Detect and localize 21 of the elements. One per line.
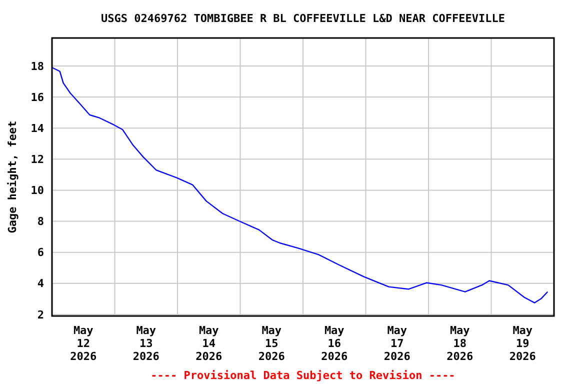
y-tick-label: 16 bbox=[30, 90, 44, 104]
x-tick-label: May 12 2026 bbox=[70, 324, 97, 363]
chart-title: USGS 02469762 TOMBIGBEE R BL COFFEEVILLE L&D NEAR COFFEEVILLE bbox=[101, 12, 505, 25]
y-tick-label: 6 bbox=[37, 246, 44, 260]
text: ---- Provisional Data Subject to Revision ---- bbox=[150, 369, 456, 382]
y-tick-label: 2 bbox=[37, 308, 44, 322]
y-tick-label: 18 bbox=[30, 60, 44, 73]
x-tick-label: May 16 2026 bbox=[321, 324, 348, 363]
x-tick-label: May 15 2026 bbox=[258, 324, 286, 363]
x-tick-label: May 19 2026 bbox=[509, 324, 536, 363]
y-tick-label: 8 bbox=[37, 215, 44, 228]
line-series bbox=[51, 66, 548, 304]
y-tick-label: 14 bbox=[30, 122, 44, 135]
y-tick-label: 4 bbox=[37, 277, 44, 290]
y-tick-label: 10 bbox=[30, 184, 44, 198]
y-axis-title: Gage height, feet bbox=[6, 120, 19, 234]
x-tick-label: May 13 2026 bbox=[132, 324, 160, 363]
x-tick-label: May 17 2026 bbox=[384, 324, 411, 363]
x-tick-label: May 18 2026 bbox=[446, 324, 474, 363]
y-tick-label: 12 bbox=[30, 152, 44, 166]
x-tick-label: May 14 2026 bbox=[196, 324, 222, 363]
